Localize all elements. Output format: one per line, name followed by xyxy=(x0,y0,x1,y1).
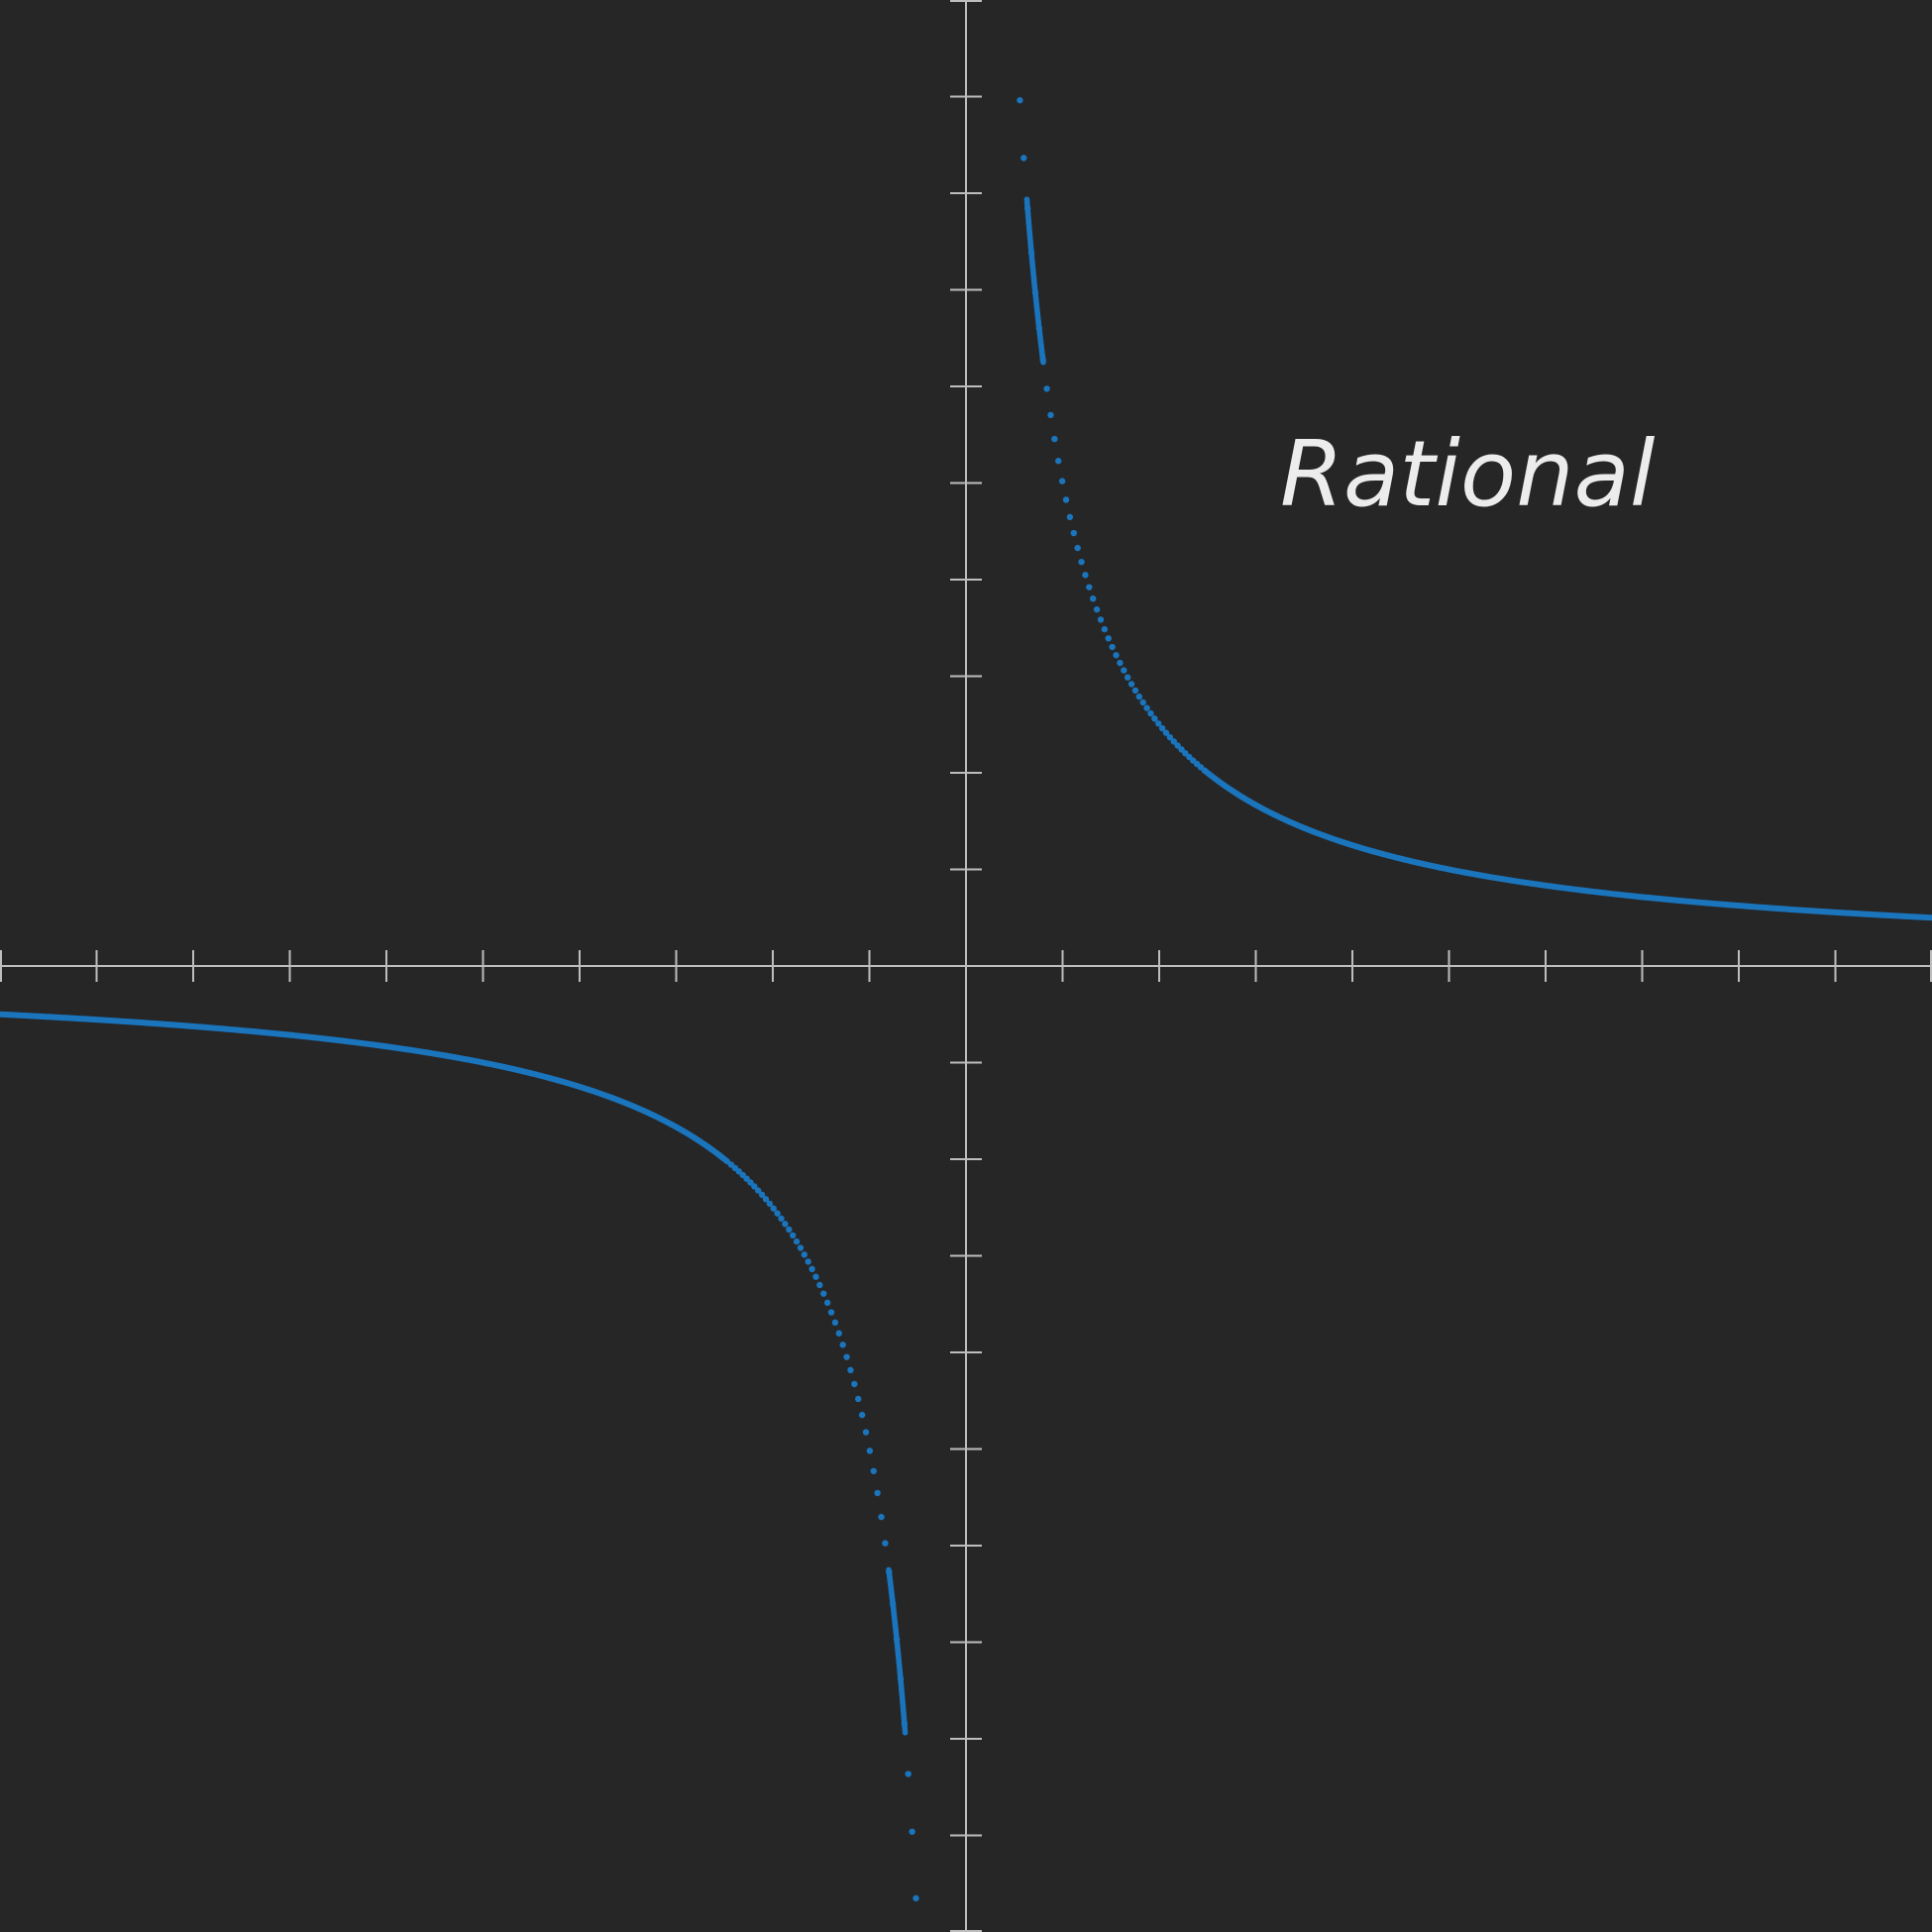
curve-sample-point xyxy=(1074,544,1081,552)
curve-sample-point xyxy=(847,1366,854,1374)
curve-sample-point xyxy=(866,1448,874,1454)
curve-sample-point xyxy=(1131,687,1139,695)
curve-sample-point xyxy=(1155,720,1162,727)
curve-sample-point xyxy=(805,1258,811,1265)
curve-sample-point xyxy=(1101,625,1109,633)
curve-sample-point xyxy=(1143,704,1150,711)
curve-sample-point xyxy=(1105,635,1112,642)
curve-sample-point xyxy=(1020,155,1027,161)
curve-sample-point xyxy=(1147,709,1154,717)
curve-sample-point xyxy=(1047,411,1054,419)
curve-sample-point xyxy=(851,1380,858,1388)
curve-sample-point xyxy=(1124,674,1131,681)
curve-sample-point xyxy=(835,1330,842,1337)
curve-sample-point xyxy=(816,1281,823,1289)
curve-sample-point xyxy=(862,1429,870,1436)
curve-sample-point xyxy=(858,1411,866,1419)
curve-sample-point xyxy=(820,1290,827,1297)
curve-sample-point xyxy=(827,1309,835,1316)
curve-sample-point xyxy=(1090,595,1097,602)
curve-sample-point xyxy=(1097,616,1105,623)
curve-sample-point xyxy=(1117,659,1124,667)
curve-sample-point xyxy=(1062,496,1070,503)
curve-sample-point xyxy=(770,1205,777,1212)
curve-sample-point xyxy=(902,1730,909,1736)
curve-sample-point xyxy=(843,1353,850,1360)
curve-sample-point xyxy=(1040,359,1046,366)
curve-sample-point xyxy=(1043,385,1050,392)
curve-sample-point xyxy=(778,1215,785,1223)
curve-sample-point xyxy=(786,1226,793,1234)
curve-sample-point xyxy=(747,1179,754,1186)
curve-sample-point xyxy=(1121,667,1127,674)
curve-sample-point xyxy=(1082,572,1089,579)
curve-sample-point xyxy=(905,1771,912,1777)
curve-sample-point xyxy=(1166,733,1174,741)
curve-sample-point xyxy=(1158,724,1166,732)
curve-sample-point xyxy=(1174,742,1181,749)
curve-sample-point xyxy=(801,1251,808,1258)
curve-sample-point xyxy=(878,1513,885,1521)
curve-branch-negative xyxy=(0,1011,731,1165)
curve-sample-point xyxy=(855,1395,862,1403)
curve-sample-point xyxy=(874,1489,881,1497)
curve-sample-point xyxy=(1151,715,1158,722)
curve-sample-point xyxy=(1051,435,1058,443)
curve-sample-point xyxy=(797,1244,805,1251)
curve-sample-point xyxy=(882,1540,889,1547)
curve-sample-point xyxy=(870,1467,877,1474)
curve-sample-point xyxy=(1017,97,1023,104)
curve-sample-point xyxy=(1086,584,1093,590)
curve-sample-point xyxy=(782,1221,789,1228)
curve-sample-point xyxy=(808,1265,815,1273)
curve-sample-point xyxy=(793,1237,801,1245)
curve-sample-point xyxy=(751,1183,758,1190)
curve-sample-point xyxy=(912,1894,919,1902)
curve-sample-point xyxy=(1070,529,1077,537)
curve-sample-point xyxy=(1113,652,1120,659)
curve-sample-point xyxy=(1170,738,1177,745)
curve-sample-point xyxy=(831,1319,839,1327)
curve-sample-point xyxy=(1058,478,1066,484)
curve-sample-point xyxy=(766,1200,774,1208)
chart-title: Rational xyxy=(1280,421,1656,527)
curve-sample-point xyxy=(1162,729,1170,736)
curve-sample-point xyxy=(789,1232,797,1239)
curve-sample-point xyxy=(1135,693,1143,700)
curve-sample-point xyxy=(1109,643,1116,651)
curve-branch-positive xyxy=(1201,767,1932,921)
curve-sample-point xyxy=(1139,698,1146,706)
curve-sample-point xyxy=(758,1191,766,1199)
curve-sample-point xyxy=(823,1299,831,1307)
curve-sample-point xyxy=(1093,605,1101,613)
curve-sample-point xyxy=(1078,558,1085,566)
curve-sample-point xyxy=(762,1196,770,1203)
curve-sample-point xyxy=(755,1187,762,1194)
series-curve xyxy=(0,97,1932,1902)
curve-sample-point xyxy=(839,1342,846,1348)
curve-sample-point xyxy=(1066,513,1074,521)
curve-sample-point xyxy=(909,1828,915,1835)
curve-sample-point xyxy=(812,1273,819,1280)
curve-sample-point xyxy=(774,1210,781,1217)
curve-sample-point xyxy=(1127,681,1135,688)
curve-sample-point xyxy=(1055,458,1062,465)
